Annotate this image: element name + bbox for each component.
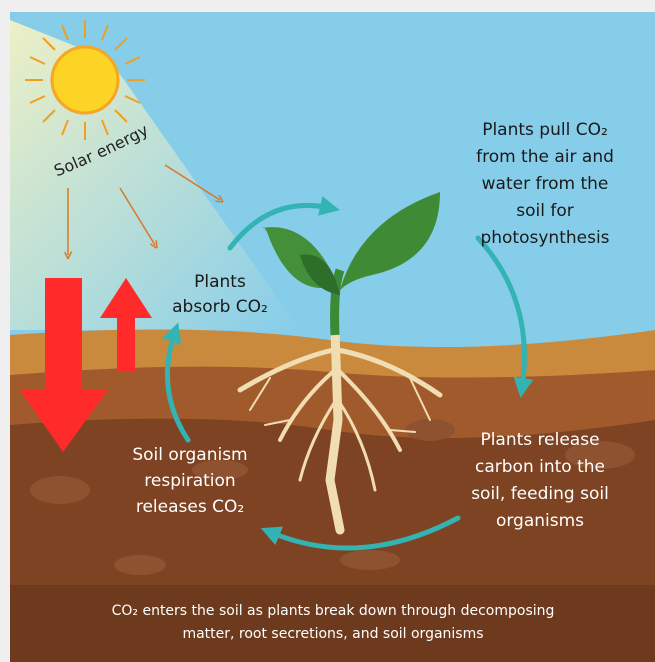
label-line: Soil organism <box>132 445 247 465</box>
plant <box>237 192 443 535</box>
radiation-arrows <box>20 278 152 452</box>
caption-band <box>10 585 655 662</box>
labels: Plants pull CO₂ from the air and water fro… <box>112 120 614 642</box>
caption-line: CO₂ enters the soil as plants break down… <box>112 603 555 619</box>
label-line: Plants pull CO₂ <box>482 120 608 140</box>
label-line: photosynthesis <box>480 228 609 248</box>
label-line: respiration <box>144 471 235 491</box>
sun <box>25 20 145 140</box>
label-line: organisms <box>496 511 584 531</box>
label-line: absorb CO₂ <box>172 297 268 317</box>
label-line: from the air and <box>476 147 614 167</box>
energy-arrows <box>68 164 220 255</box>
label-line: Plants release <box>480 430 599 450</box>
caption-line: matter, root secretions, and soil organi… <box>182 626 483 642</box>
label-line: carbon into the <box>475 457 605 477</box>
label-line: Plants <box>194 272 246 292</box>
stones <box>30 419 635 575</box>
label-line: releases CO₂ <box>136 497 244 517</box>
label-line: soil for <box>516 201 573 221</box>
cycle-arrows <box>162 196 534 551</box>
label-line: water from the <box>482 174 609 194</box>
label-line: soil, feeding soil <box>471 484 609 504</box>
